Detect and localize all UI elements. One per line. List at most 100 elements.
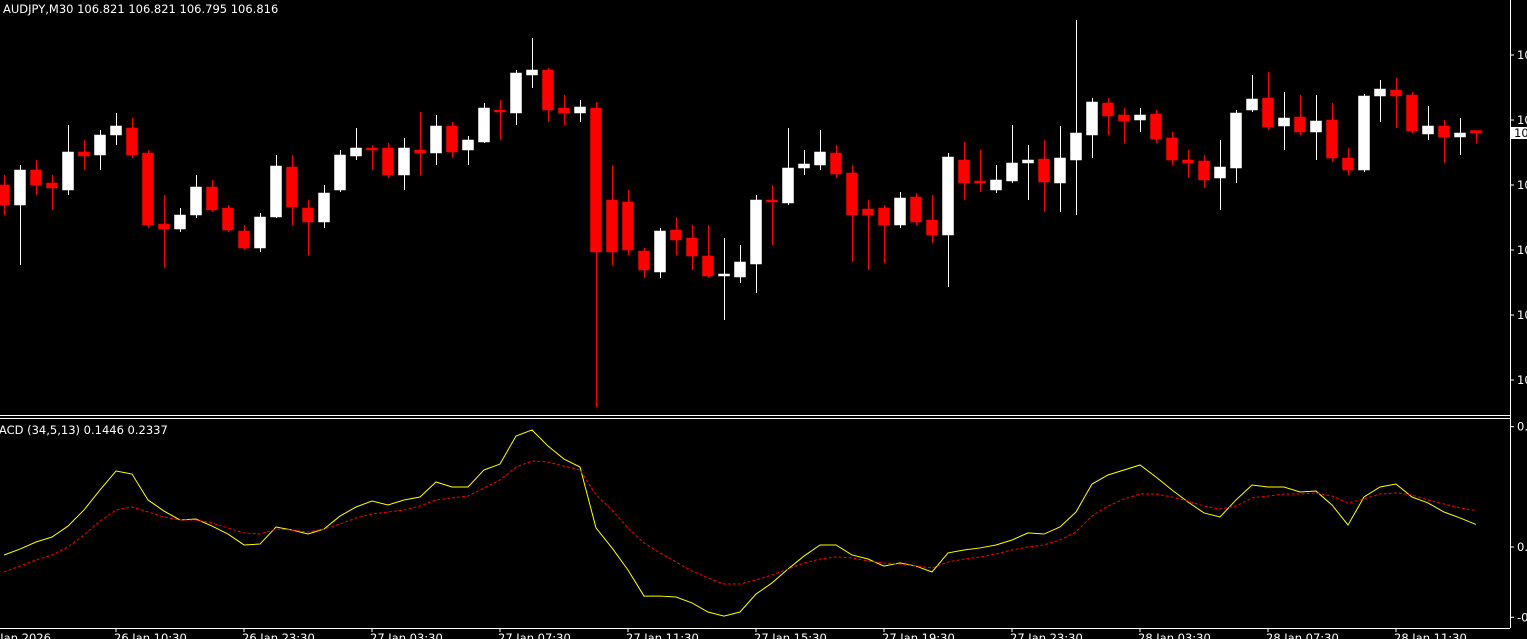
candle-body [414,149,426,154]
candle-body [1198,160,1210,181]
candle-body [1278,117,1290,127]
candle-body [318,192,330,223]
candle-body [1118,114,1130,122]
x-tick-label: 27 Jan 11:30 [626,631,699,639]
candle-body [1054,157,1066,184]
candle-body [1390,89,1402,97]
candle-body [94,134,106,156]
x-tick-label: 27 Jan 15:30 [754,631,827,639]
y-tick-label: 10 [1517,308,1527,322]
candle-body [1230,112,1242,169]
candle-body [46,182,58,189]
candle-body [942,156,954,236]
candle-body [686,237,698,257]
x-tick-label: 27 Jan 23:30 [1010,631,1083,639]
candle-body [1422,125,1434,135]
candle-body [750,199,762,265]
candle-body [1406,94,1418,132]
candle-body [1470,130,1482,134]
candle-body [670,229,682,241]
candle-body [862,208,874,216]
candle-body [526,69,538,76]
x-tick-label: 26 Jan 2026 [0,631,51,639]
x-tick-label: 27 Jan 07:30 [498,631,571,639]
candle-body [1326,119,1338,159]
candle-body [238,230,250,249]
y-tick-label: 10 [1517,113,1527,127]
candle-body [1086,101,1098,136]
candle-body [1134,114,1146,121]
candle-body [1006,162,1018,182]
candle-body [142,152,154,226]
candle-body [974,180,986,184]
candle-body [1342,157,1354,171]
candle-body [910,196,922,223]
candle-body [1294,116,1306,133]
candle-body [734,261,746,278]
candle-body [1438,125,1450,138]
candle-body [286,166,298,208]
y-tick-label: -0 [1517,610,1527,624]
x-tick-label: 26 Jan 23:30 [242,631,315,639]
candle-body [382,147,394,176]
x-tick-label: 26 Jan 10:30 [114,631,187,639]
candle-body [110,125,122,136]
candle-body [350,147,362,157]
x-tick-label: 27 Jan 19:30 [882,631,955,639]
candle-body [206,186,218,211]
candle-body [446,125,458,153]
candle-body [1070,132,1082,161]
candle-body [782,167,794,204]
candle-body [1214,166,1226,179]
candle-body [638,250,650,271]
candle-body [1310,120,1322,133]
y-tick-label: 10 [1517,373,1527,387]
candle-body [126,127,138,156]
last-price-label: 10 [1514,126,1527,140]
candle-body [398,147,410,176]
candle-body [478,107,490,143]
candle-body [846,172,858,216]
candle-body [958,159,970,184]
candle-body [174,214,186,230]
candle-body [510,72,522,114]
y-tick-label: 10 [1517,178,1527,192]
candle-body [222,207,234,231]
candle-body [766,199,778,203]
candle-body [1262,97,1274,128]
candle-body [1102,102,1114,117]
chart-title: AUDJPY,M30 106.821 106.821 106.795 106.8… [3,2,278,16]
candle-body [1246,98,1258,111]
candle-body [926,219,938,236]
candle-body [14,169,26,206]
candle-body [606,199,618,253]
candle-body [542,69,554,111]
candle-body [798,163,810,169]
candle-body [462,139,474,151]
y-tick-label: 10 [1517,243,1527,257]
candle-body [1358,95,1370,171]
candle-body [78,151,90,157]
candle-body [718,273,730,277]
candle-body [366,147,378,151]
candle-body [830,152,842,175]
y-tick-label: 10 [1517,48,1527,62]
candle-body [302,207,314,223]
candle-body [1374,88,1386,97]
candle-body [1166,137,1178,161]
candle-body [430,125,442,154]
candle-body [30,169,42,186]
candle-body [254,216,266,249]
x-tick-label: 27 Jan 03:30 [370,631,443,639]
candle-body [1022,159,1034,164]
candle-body [574,106,586,114]
candle-body [990,179,1002,191]
indicator-line [3,460,1477,585]
candle-body [158,223,170,230]
candle-body [590,107,602,253]
candle-body [0,184,10,206]
x-tick-label: 28 Jan 07:30 [1266,631,1339,639]
